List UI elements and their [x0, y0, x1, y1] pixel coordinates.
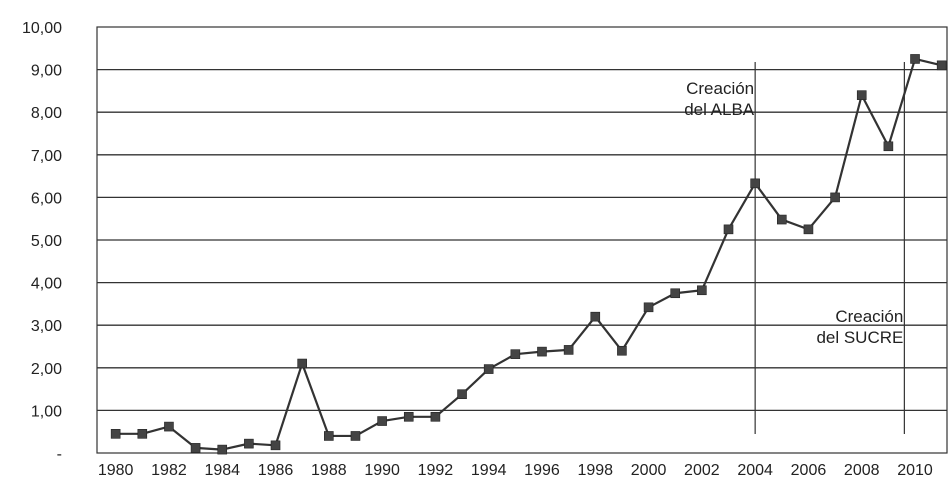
data-point	[617, 345, 627, 356]
data-point	[883, 141, 894, 152]
data-point	[643, 302, 654, 313]
x-tick-label: 2010	[897, 462, 933, 479]
data-point	[457, 389, 467, 400]
data-point	[670, 288, 681, 299]
x-tick-label: 2004	[737, 462, 773, 479]
data-point	[856, 90, 867, 100]
data-point	[137, 429, 148, 439]
data-point	[190, 443, 201, 453]
y-tick-label: 6,00	[31, 190, 62, 207]
data-point	[403, 411, 414, 422]
data-point	[164, 421, 174, 432]
data-point	[750, 178, 760, 189]
x-tick-label: 1982	[151, 462, 187, 479]
y-tick-label: 7,00	[31, 148, 62, 165]
x-tick-label: 1984	[204, 462, 240, 479]
y-tick-label: 9,00	[31, 63, 62, 80]
annotation-label: Creación	[835, 307, 903, 326]
annotation-label: Creación	[686, 79, 754, 98]
data-point	[430, 411, 441, 422]
x-tick-label: 2006	[791, 462, 827, 479]
data-point	[936, 60, 947, 71]
y-tick-label: -	[57, 446, 62, 463]
data-point	[244, 438, 254, 449]
data-point	[776, 214, 787, 225]
data-point	[830, 192, 840, 203]
y-tick-label: 8,00	[31, 105, 62, 122]
data-point	[297, 358, 307, 369]
y-tick-label: 2,00	[31, 361, 62, 378]
data-point	[510, 349, 521, 359]
x-tick-label: 1990	[364, 462, 400, 479]
x-tick-label: 1986	[258, 462, 294, 479]
x-tick-label: 1992	[418, 462, 454, 479]
data-point	[270, 440, 281, 451]
x-tick-label: 2002	[684, 462, 720, 479]
data-point	[537, 346, 547, 357]
annotation-label: del ALBA	[684, 100, 755, 119]
x-tick-label: 1998	[577, 462, 613, 479]
data-point	[377, 416, 387, 426]
data-point	[110, 429, 121, 439]
y-tick-label: 4,00	[31, 276, 62, 293]
data-point	[910, 54, 920, 64]
annotation-label: del SUCRE	[816, 328, 903, 347]
x-tick-label: 2000	[631, 462, 667, 479]
data-point	[697, 285, 707, 296]
y-tick-label: 1,00	[31, 403, 62, 420]
data-point	[217, 444, 228, 455]
y-tick-label: 10,00	[22, 20, 62, 37]
data-point	[350, 431, 361, 441]
x-tick-label: 1988	[311, 462, 347, 479]
x-tick-label: 2008	[844, 462, 880, 479]
y-tick-label: 3,00	[31, 318, 62, 335]
series-line	[115, 57, 942, 451]
data-point	[590, 311, 601, 322]
y-tick-label: 5,00	[31, 233, 62, 250]
x-tick-label: 1980	[98, 462, 134, 479]
data-point	[803, 224, 814, 235]
data-point	[483, 364, 494, 374]
data-point	[324, 431, 334, 441]
data-point	[563, 345, 574, 355]
x-tick-label: 1994	[471, 462, 507, 479]
data-point	[723, 224, 734, 235]
x-tick-label: 1996	[524, 462, 560, 479]
